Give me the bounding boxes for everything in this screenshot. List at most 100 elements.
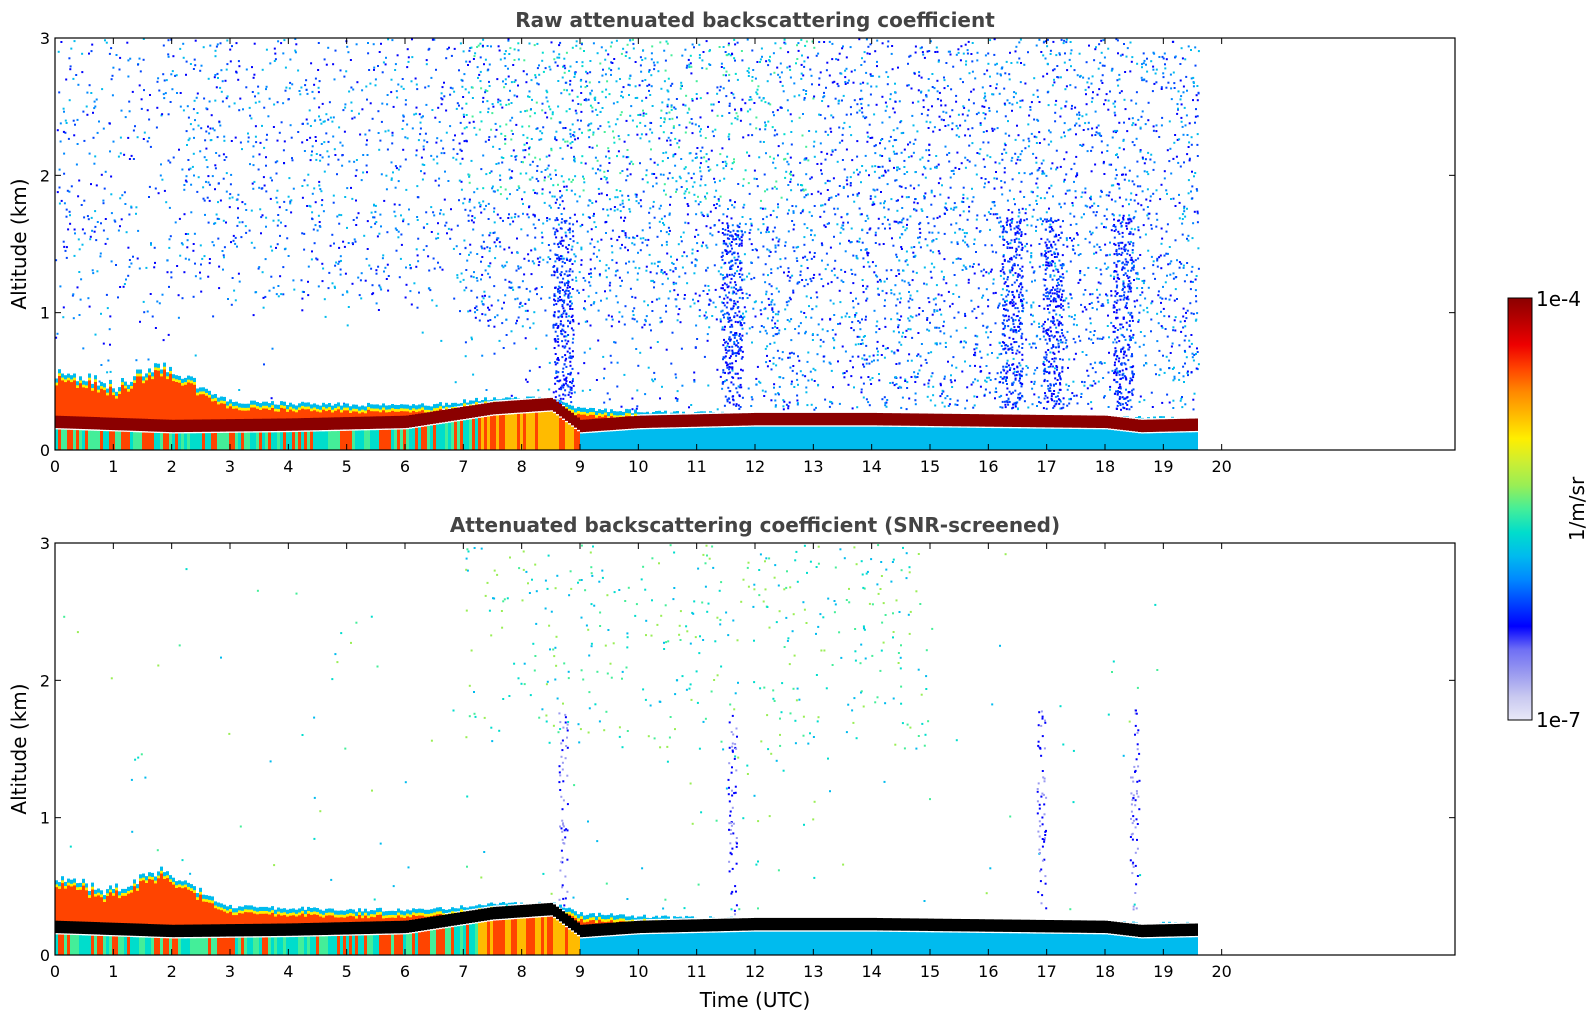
noise-pixel — [865, 362, 868, 365]
noise-pixel — [380, 42, 382, 45]
noise-pixel — [984, 244, 987, 247]
noise-pixel — [893, 293, 896, 296]
noise-pixel — [774, 322, 777, 325]
noise-pixel — [877, 217, 880, 220]
noise-pixel — [826, 263, 829, 266]
noise-pixel — [1076, 113, 1078, 116]
noise-pixel — [844, 350, 847, 353]
noise-pixel — [569, 65, 572, 68]
noise-pixel — [935, 165, 938, 168]
noise-pixel — [519, 110, 522, 113]
noise-pixel — [940, 118, 943, 121]
noise-pixel — [550, 206, 552, 209]
noise-pixel — [1042, 75, 1045, 78]
noise-pixel — [528, 153, 531, 156]
noise-pixel — [566, 248, 569, 250]
noise-pixel — [235, 42, 238, 45]
noise-pixel — [943, 377, 946, 380]
noise-pixel — [397, 168, 400, 171]
noise-pixel — [1132, 122, 1135, 125]
noise-pixel — [1094, 48, 1097, 51]
noise-pixel — [1106, 325, 1109, 327]
noise-pixel — [850, 70, 853, 73]
noise-pixel — [215, 152, 218, 154]
noise-pixel — [437, 222, 439, 225]
noise-pixel — [1107, 371, 1110, 374]
noise-pixel — [350, 186, 352, 189]
noise-pixel — [1169, 147, 1172, 150]
noise-pixel — [94, 105, 97, 108]
noise-pixel — [659, 173, 662, 176]
noise-pixel — [610, 41, 613, 44]
noise-pixel — [486, 246, 489, 249]
noise-pixel — [366, 98, 368, 101]
noise-pixel — [69, 65, 72, 68]
noise-pixel — [933, 87, 936, 90]
noise-pixel — [1042, 327, 1045, 330]
noise-pixel — [845, 148, 848, 151]
noise-pixel — [1158, 349, 1161, 352]
noise-pixel — [437, 106, 440, 109]
noise-pixel — [110, 212, 113, 215]
noise-pixel — [778, 76, 781, 79]
noise-pixel — [1185, 317, 1188, 320]
noise-pixel — [1193, 353, 1196, 356]
noise-pixel — [1002, 254, 1005, 256]
noise-pixel — [616, 155, 618, 158]
noise-pixel — [286, 237, 289, 240]
noise-pixel — [488, 80, 490, 83]
noise-pixel — [800, 77, 803, 80]
noise-pixel — [902, 269, 905, 272]
noise-pixel — [818, 41, 821, 43]
noise-pixel — [950, 170, 953, 172]
noise-pixel — [639, 249, 642, 252]
noise-pixel — [404, 103, 407, 106]
noise-pixel — [720, 310, 723, 313]
noise-pixel — [1187, 45, 1190, 48]
noise-pixel — [592, 133, 595, 136]
noise-pixel — [939, 308, 941, 311]
noise-pixel — [184, 233, 187, 235]
noise-pixel — [835, 58, 838, 61]
noise-pixel — [751, 341, 753, 344]
noise-pixel — [771, 126, 774, 129]
noise-pixel — [1017, 215, 1020, 218]
noise-pixel — [797, 355, 799, 358]
noise-pixel — [1036, 177, 1039, 180]
noise-pixel — [367, 42, 369, 44]
noise-pixel — [1068, 189, 1071, 192]
noise-pixel — [237, 272, 240, 275]
noise-pixel — [1115, 358, 1118, 361]
noise-pixel — [271, 347, 274, 350]
noise-pixel — [715, 189, 718, 192]
noise-pixel — [980, 356, 983, 359]
noise-pixel — [619, 113, 622, 116]
noise-pixel — [481, 256, 484, 258]
noise-pixel — [777, 290, 780, 293]
noise-pixel — [90, 92, 93, 94]
noise-pixel — [561, 76, 564, 79]
noise-pixel — [498, 241, 501, 244]
noise-pixel — [1075, 133, 1077, 136]
noise-pixel — [1096, 308, 1098, 311]
noise-pixel — [365, 143, 368, 146]
noise-pixel — [676, 116, 678, 119]
noise-pixel — [841, 133, 844, 136]
noise-pixel — [755, 116, 758, 119]
noise-pixel — [888, 159, 891, 162]
noise-pixel — [732, 238, 735, 241]
noise-pixel — [810, 229, 813, 232]
noise-pixel — [1017, 393, 1020, 396]
noise-pixel — [563, 71, 566, 74]
noise-pixel — [931, 105, 933, 108]
noise-pixel — [634, 193, 637, 196]
noise-pixel — [354, 174, 357, 177]
noise-pixel — [464, 208, 467, 211]
noise-pixel — [791, 205, 794, 207]
noise-pixel — [443, 198, 446, 201]
noise-pixel — [943, 300, 946, 303]
noise-pixel — [269, 197, 272, 200]
noise-pixel — [578, 195, 581, 198]
noise-pixel — [891, 237, 893, 240]
noise-pixel — [626, 149, 629, 151]
